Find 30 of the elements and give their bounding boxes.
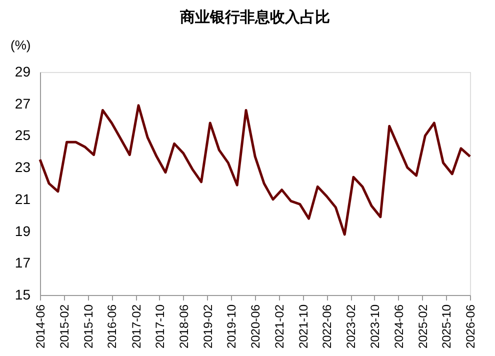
x-tick-label: 2021-02 (272, 304, 287, 349)
x-tick-label: 2015-02 (58, 304, 72, 349)
chart-title: 商业银行非息收入占比 (179, 8, 330, 26)
y-tick-label: 17 (14, 254, 31, 271)
y-axis-title: (%) (10, 38, 31, 52)
x-tick-label: 2017-02 (129, 304, 144, 349)
x-tick-label: 2025-02 (416, 304, 430, 349)
x-tick-label: 2023-10 (368, 304, 382, 349)
x-tick-label: 2022-06 (320, 304, 334, 349)
x-tick-label: 2015-10 (81, 304, 96, 349)
x-tick-label: 2025-10 (440, 304, 454, 349)
y-tick-label: 21 (14, 190, 31, 207)
y-tick-label: 27 (14, 95, 31, 112)
x-tick-label: 2023-02 (344, 304, 358, 349)
x-tick-label: 2018-06 (176, 304, 191, 349)
y-tick-label: 25 (14, 127, 31, 144)
x-tick-label: 2014-06 (34, 304, 48, 349)
x-tick-label: 2026-06 (464, 304, 478, 349)
x-tick-label: 2021-10 (296, 304, 310, 349)
x-tick-label: 2017-10 (152, 304, 167, 349)
y-tick-label: 15 (14, 286, 31, 302)
x-tick-label: 2020-06 (248, 304, 263, 349)
x-tick-label: 2024-06 (392, 304, 406, 349)
y-tick-label: 29 (14, 64, 31, 80)
x-tick-label: 2019-02 (200, 304, 215, 349)
x-tick-label: 2016-06 (105, 304, 120, 349)
line-series (38, 104, 472, 236)
y-tick-label: 19 (14, 222, 31, 239)
x-tick-label: 2019-10 (224, 304, 239, 349)
y-tick-label: 23 (14, 159, 31, 176)
